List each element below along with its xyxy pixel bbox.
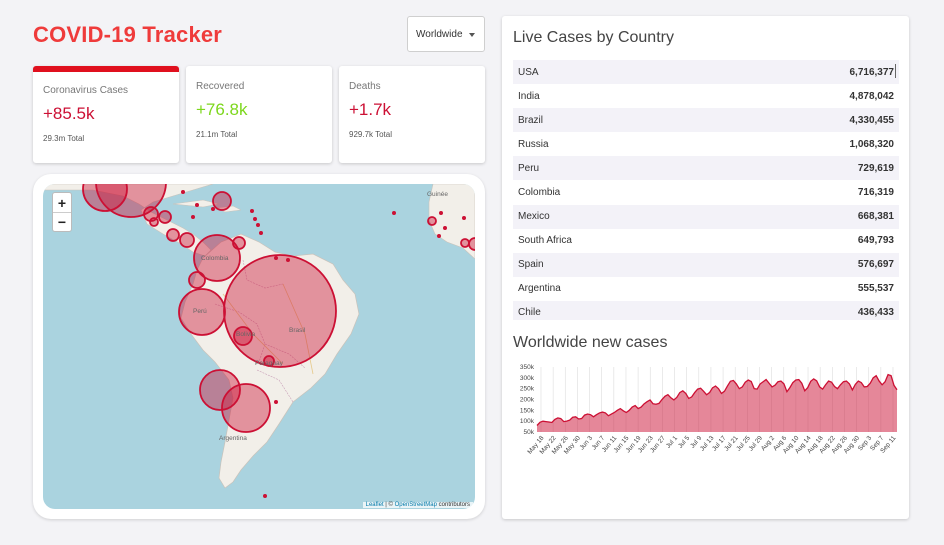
- table-row: Colombia 716,319: [513, 180, 899, 204]
- deaths-card[interactable]: Deaths +1.7k 929.7k Total: [339, 66, 485, 163]
- chart-title: Worldwide new cases: [513, 334, 668, 351]
- map-canvas[interactable]: Colombia Perú Brasil Bolivia Paraguay Ar…: [43, 184, 475, 509]
- table-row: Peru 729,619: [513, 156, 899, 181]
- case-count: 4,878,042: [849, 90, 895, 102]
- country-name: Russia: [518, 138, 549, 150]
- country-name: Brazil: [518, 114, 544, 126]
- cases-title: Coronavirus Cases: [43, 85, 129, 96]
- table-row: USA 6,716,377: [513, 60, 899, 85]
- x-tick-label: Jul 5: [677, 434, 691, 449]
- x-tick-label: Jul 1: [665, 434, 679, 449]
- country-name: Colombia: [518, 187, 561, 199]
- country-name: Mexico: [518, 211, 550, 223]
- deaths-value: +1.7k: [349, 100, 392, 119]
- y-tick-label: 250k: [520, 386, 535, 393]
- table-row: India 4,878,042: [513, 84, 899, 108]
- cases-value: +85.5k: [43, 104, 95, 123]
- case-count: 555,537: [857, 283, 894, 295]
- case-count: 1,068,320: [849, 138, 895, 150]
- case-count: 6,716,377: [849, 66, 895, 78]
- scrollbar[interactable]: [895, 64, 896, 78]
- label-bolivia: Bolivia: [236, 331, 256, 338]
- label-paraguay: Paraguay: [255, 360, 284, 367]
- table-row: Russia 1,068,320: [513, 132, 899, 156]
- deaths-title: Deaths: [349, 81, 381, 92]
- cases-card[interactable]: Coronavirus Cases +85.5k 29.3m Total: [33, 66, 179, 163]
- country-name: Peru: [518, 162, 540, 174]
- covid-map[interactable]: Colombia Perú Brasil Bolivia Paraguay Ar…: [43, 184, 475, 509]
- table-row: Argentina 555,537: [513, 277, 899, 301]
- case-count: 4,330,455: [849, 114, 895, 126]
- zoom-in-button[interactable]: +: [57, 194, 67, 211]
- series-area: [537, 374, 897, 432]
- series-line: [536, 373, 898, 426]
- case-count: 716,319: [857, 187, 894, 199]
- case-count: 576,697: [857, 259, 894, 271]
- y-tick-label: 200k: [520, 397, 535, 404]
- zoom-out-button[interactable]: −: [53, 212, 71, 231]
- table-row: Mexico 668,381: [513, 204, 899, 229]
- table-row: South Africa 649,793: [513, 229, 899, 253]
- case-count: 649,793: [857, 235, 894, 247]
- case-count: 668,381: [857, 211, 894, 223]
- country-name: South Africa: [518, 235, 572, 247]
- case-count: 729,619: [857, 162, 894, 174]
- country-name: India: [518, 90, 540, 102]
- deaths-total: 929.7k Total: [349, 130, 392, 139]
- label-colombia: Colombia: [201, 255, 229, 262]
- country-name: Spain: [518, 259, 544, 271]
- zoom-control: + −: [52, 192, 72, 232]
- country-name: Argentina: [518, 283, 561, 295]
- y-tick-label: 50k: [524, 429, 535, 436]
- live-cases-title: Live Cases by Country: [513, 29, 674, 46]
- recovered-total: 21.1m Total: [196, 130, 238, 139]
- table-row: Brazil 4,330,455: [513, 108, 899, 133]
- case-count: 436,433: [857, 307, 894, 319]
- country-select[interactable]: Worldwide: [407, 16, 485, 52]
- recovered-title: Recovered: [196, 81, 245, 92]
- y-tick-label: 300k: [520, 375, 535, 382]
- chevron-down-icon: [469, 33, 475, 37]
- recovered-value: +76.8k: [196, 100, 248, 119]
- table-row: Chile 436,433: [513, 300, 899, 320]
- osm-link[interactable]: OpenStreetMap: [394, 502, 437, 508]
- country-select-value: Worldwide: [416, 28, 463, 40]
- cases-total: 29.3m Total: [43, 134, 85, 143]
- map-attribution: Leaflet | © OpenStreetMap contributors: [362, 502, 473, 508]
- y-tick-label: 350k: [520, 364, 535, 371]
- live-cases-table[interactable]: USA 6,716,377 India 4,878,042 Brazil 4,330,45…: [513, 60, 899, 320]
- map-card: Colombia Perú Brasil Bolivia Paraguay Ar…: [33, 174, 485, 519]
- label-argentina: Argentina: [219, 435, 247, 442]
- table-row: Spain 576,697: [513, 252, 899, 277]
- label-africa: Guinée: [427, 191, 448, 198]
- label-brasil: Brasil: [289, 327, 306, 334]
- country-name: USA: [518, 66, 539, 78]
- y-tick-label: 150k: [520, 407, 535, 414]
- leaflet-link[interactable]: Leaflet: [365, 502, 384, 508]
- label-peru: Perú: [193, 308, 207, 315]
- y-tick-label: 100k: [520, 418, 535, 425]
- country-name: Chile: [518, 307, 541, 319]
- right-panel: Live Cases by Country USA 6,716,377 India 4…: [502, 16, 909, 519]
- recovered-card[interactable]: Recovered +76.8k 21.1m Total: [186, 66, 332, 163]
- app-title: COVID-19 Tracker: [33, 22, 223, 47]
